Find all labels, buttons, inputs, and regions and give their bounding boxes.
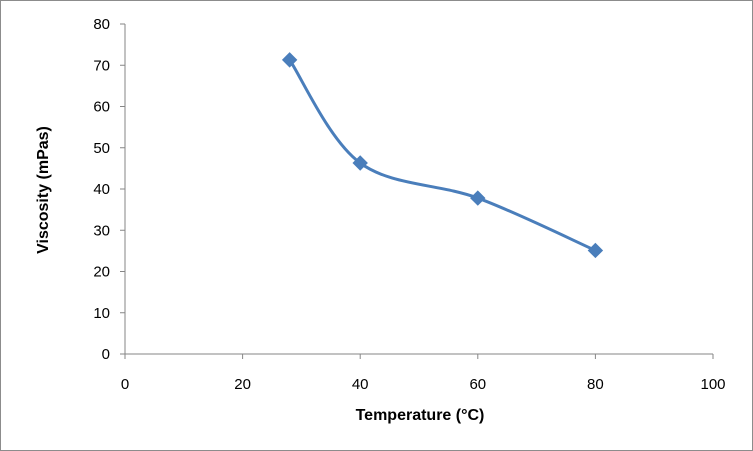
x-axis-title: Temperature (°C) xyxy=(356,407,485,424)
y-tick-labels: 0 10 20 30 40 50 60 70 80 xyxy=(93,16,110,363)
x-tick-label: 40 xyxy=(352,376,369,393)
x-tick-label: 100 xyxy=(700,376,725,393)
y-tick-label: 70 xyxy=(93,57,110,74)
y-tick-label: 60 xyxy=(93,99,110,116)
x-tick-label: 60 xyxy=(469,376,486,393)
data-point-marker xyxy=(470,190,486,206)
series-line xyxy=(288,59,597,252)
x-tick-labels: 0 20 40 60 80 100 xyxy=(121,376,726,393)
y-tick-label: 20 xyxy=(93,264,110,281)
y-axis-title: Viscosity (mPas) xyxy=(35,126,52,254)
axes xyxy=(120,23,714,359)
data-point-marker xyxy=(352,155,368,171)
y-tick-label: 40 xyxy=(93,181,110,198)
y-tick-label: 10 xyxy=(93,305,110,322)
data-point-marker xyxy=(281,52,298,68)
x-tick-label: 0 xyxy=(121,376,129,393)
y-tick-label: 30 xyxy=(93,222,110,239)
series-group xyxy=(281,52,604,259)
x-tick-label: 80 xyxy=(587,376,604,393)
y-tick-label: 50 xyxy=(93,140,110,157)
x-tick-label: 20 xyxy=(234,376,251,393)
data-point-marker xyxy=(587,242,604,259)
y-tick-label: 0 xyxy=(102,346,110,363)
y-tick-label: 80 xyxy=(93,16,110,33)
